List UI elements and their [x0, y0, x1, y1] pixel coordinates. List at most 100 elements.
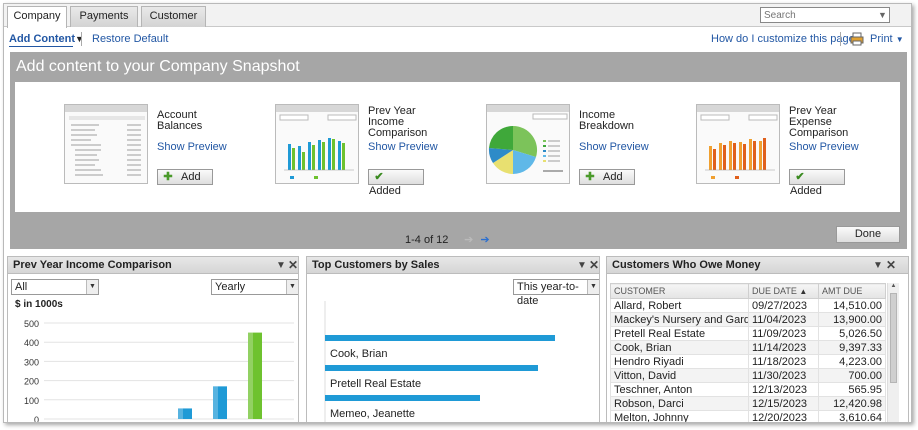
gallery-pager: 1-4 of 12 ➔ ➔ [405, 233, 490, 246]
add-content-title: Add content to your Company Snapshot [16, 58, 300, 75]
customer-bar[interactable] [325, 395, 480, 401]
add-content-section: Add content to your Company Snapshot [10, 52, 907, 249]
expense-comparison-added-button[interactable]: ✔ Added [789, 169, 845, 197]
customers-owe-panel: Customers Who Owe Money ▼ ✕ CUSTOMER DUE… [606, 256, 909, 422]
done-button[interactable]: Done [836, 226, 900, 243]
restore-default-link[interactable]: Restore Default [92, 33, 169, 45]
top-customers-panel: Top Customers by Sales ▼ ✕ This year-to-… [306, 256, 600, 422]
period-filter-select[interactable]: Yearly ▼ [211, 279, 298, 295]
expense-comparison-show-preview[interactable]: Show Preview [789, 141, 859, 153]
close-icon[interactable]: ✕ [886, 258, 897, 272]
date-range-select[interactable]: This year-to-date ▼ [513, 279, 599, 307]
customer-bar[interactable] [325, 365, 538, 371]
account-balances-add-button[interactable]: ✚ Add [157, 169, 213, 185]
chevron-down-icon: ▼ [587, 280, 599, 294]
chevron-down-icon: ▼ [286, 280, 298, 294]
amount-due-cell: 3,610.64 [818, 410, 886, 422]
tab-payments[interactable]: Payments [70, 6, 138, 27]
scrollbar-thumb[interactable] [890, 293, 897, 383]
customer-cell: Robson, Darci [610, 396, 749, 411]
amount-due-cell: 4,223.00 [818, 354, 886, 369]
pager-label: 1-4 of 12 [405, 234, 449, 246]
checkmark-icon: ✔ [795, 171, 805, 183]
table-scrollbar[interactable]: ▲ [887, 283, 899, 422]
toolbar: Add Content▼ Restore Default How do I cu… [4, 28, 911, 50]
y-tick-label: 200 [24, 377, 39, 387]
panel-menu-icon[interactable]: ▼ [577, 260, 587, 271]
customer-bar[interactable] [325, 335, 555, 341]
previous-page-arrow-icon[interactable]: ➔ [464, 234, 474, 246]
expense-comparison-title: Prev Year Expense Comparison [789, 105, 849, 139]
amount-due-cell: 12,420.98 [818, 396, 886, 411]
search-dropdown-icon[interactable]: ▼ [878, 10, 887, 20]
column-header-due-date[interactable]: DUE DATE ▲ [748, 283, 819, 299]
print-menu[interactable]: Print ▼ [870, 33, 904, 45]
tab-bar: Company Payments Customer ▼ [4, 4, 911, 28]
account-balances-show-preview[interactable]: Show Preview [157, 141, 227, 153]
due-date-cell: 09/27/2023 [748, 298, 819, 313]
bar-highlight [178, 408, 183, 419]
table-row[interactable]: Allard, Robert 09/27/2023 14,510.00 [610, 298, 886, 313]
income-breakdown-add-button[interactable]: ✚ Add [579, 169, 635, 185]
panel-menu-icon[interactable]: ▼ [873, 260, 883, 271]
income-breakdown-title: Income Breakdown [579, 109, 635, 132]
income-bar[interactable] [248, 332, 262, 419]
income-breakdown-thumbnail[interactable] [486, 104, 570, 184]
customize-help-link[interactable]: How do I customize this page? [711, 33, 861, 45]
close-icon[interactable]: ✕ [589, 258, 600, 272]
table-row[interactable]: Cook, Brian 11/14/2023 9,397.33 [610, 340, 886, 355]
panel-title: Customers Who Owe Money [612, 259, 761, 271]
income-comparison-chart: 500 400 300 200 100 0 [24, 319, 294, 422]
account-filter-select[interactable]: All ▼ [11, 279, 99, 295]
income-comparison-added-button[interactable]: ✔ Added [368, 169, 424, 197]
customer-cell: Melton, Johnny [610, 410, 749, 422]
income-comparison-thumbnail[interactable] [275, 104, 359, 184]
due-date-cell: 12/15/2023 [748, 396, 819, 411]
customer-cell: Teschner, Anton [610, 382, 749, 397]
content-gallery: Account Balances Show Preview ✚ Add Prev … [15, 82, 900, 212]
y-tick-label: 100 [24, 396, 39, 406]
tab-customer[interactable]: Customer [141, 6, 206, 27]
table-row[interactable]: Melton, Johnny 12/20/2023 3,610.64 [610, 410, 886, 422]
account-balances-title: Account Balances [157, 109, 203, 132]
checkmark-icon: ✔ [374, 171, 384, 183]
toolbar-divider [840, 32, 841, 46]
amount-due-cell: 13,900.00 [818, 312, 886, 327]
income-breakdown-show-preview[interactable]: Show Preview [579, 141, 649, 153]
table-row[interactable]: Teschner, Anton 12/13/2023 565.95 [610, 382, 886, 397]
table-row[interactable]: Pretell Real Estate 11/09/2023 5,026.50 [610, 326, 886, 341]
sort-ascending-icon: ▲ [799, 287, 808, 296]
close-icon[interactable]: ✕ [288, 258, 299, 272]
income-bar[interactable] [213, 386, 227, 419]
add-content-menu[interactable]: Add Content▼ [9, 33, 84, 45]
panel-header: Top Customers by Sales ▼ ✕ [307, 257, 599, 274]
plus-icon: ✚ [163, 171, 173, 183]
table-row[interactable]: Hendro Riyadi 11/18/2023 4,223.00 [610, 354, 886, 369]
plus-icon: ✚ [585, 171, 595, 183]
income-bar[interactable] [178, 408, 192, 419]
account-balances-thumbnail[interactable] [64, 104, 148, 184]
print-label: Print [870, 33, 893, 45]
expense-comparison-thumbnail[interactable] [696, 104, 780, 184]
tab-company[interactable]: Company [7, 6, 67, 28]
column-header-amount-due[interactable]: AMT DUE [818, 283, 886, 299]
table-row[interactable]: Vitton, David 11/30/2023 700.00 [610, 368, 886, 383]
due-date-cell: 11/30/2023 [748, 368, 819, 383]
due-date-label: DUE DATE [752, 286, 797, 296]
added-button-label: Added [790, 185, 822, 197]
table-row[interactable]: Robson, Darci 12/15/2023 12,420.98 [610, 396, 886, 411]
add-content-label: Add Content [9, 33, 75, 45]
search-input[interactable] [760, 7, 890, 23]
due-date-cell: 11/09/2023 [748, 326, 819, 341]
column-header-customer[interactable]: CUSTOMER [610, 283, 749, 299]
printer-icon[interactable] [850, 32, 864, 49]
panel-menu-icon[interactable]: ▼ [276, 260, 286, 271]
amount-due-cell: 700.00 [818, 368, 886, 383]
scroll-up-icon[interactable]: ▲ [890, 283, 897, 289]
next-page-arrow-icon[interactable]: ➔ [480, 234, 490, 246]
table-row[interactable]: Mackey's Nursery and Garden ...11/04/202… [610, 312, 886, 327]
customer-cell: Hendro Riyadi [610, 354, 749, 369]
chart-unit-label: $ in 1000s [15, 299, 63, 310]
chevron-down-icon: ▼ [86, 280, 98, 294]
income-comparison-show-preview[interactable]: Show Preview [368, 141, 438, 153]
